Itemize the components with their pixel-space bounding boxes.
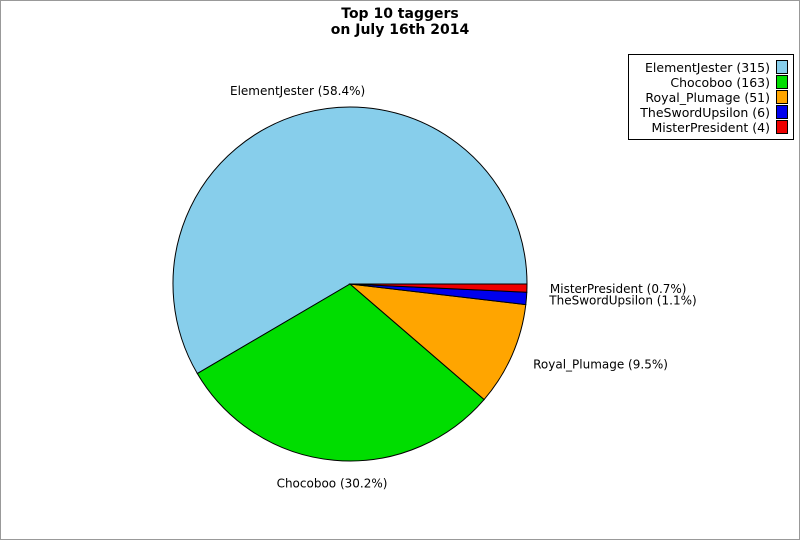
legend-item-label: Royal_Plumage (51) bbox=[645, 89, 770, 105]
pie-slice-Royal_Plumage bbox=[348, 283, 527, 401]
legend-item-label: Chocoboo (163) bbox=[670, 74, 770, 90]
legend-item-MisterPresident: MisterPresident (4) bbox=[634, 120, 788, 135]
legend-item-label: MisterPresident (4) bbox=[651, 119, 771, 135]
pie-slice-Chocoboo bbox=[196, 283, 485, 462]
pie-slice-label-Chocoboo: Chocoboo (30.2%) bbox=[277, 476, 388, 490]
legend-item-TheSwordUpsilon: TheSwordUpsilon (6) bbox=[634, 105, 788, 120]
legend: ElementJester (315) Chocoboo (163) Royal_P… bbox=[628, 54, 794, 140]
legend-item-label: TheSwordUpsilon (6) bbox=[640, 104, 770, 120]
chart-title-line2: on July 16th 2014 bbox=[330, 22, 470, 38]
chart-title-line1: Top 10 taggers bbox=[341, 6, 459, 22]
pie-slice-label-Royal_Plumage: Royal_Plumage (9.5%) bbox=[533, 358, 668, 372]
pie-slice-label-MisterPresident: MisterPresident (0.7%) bbox=[550, 282, 687, 296]
legend-swatch-Royal_Plumage bbox=[776, 90, 788, 104]
legend-swatch-TheSwordUpsilon bbox=[776, 105, 788, 119]
legend-swatch-MisterPresident bbox=[776, 120, 788, 134]
legend-swatch-Chocoboo bbox=[776, 75, 788, 89]
legend-item-label: ElementJester (315) bbox=[645, 59, 770, 75]
pie-slice-MisterPresident bbox=[349, 283, 528, 293]
legend-swatch-ElementJester bbox=[776, 60, 788, 74]
chart-title: Top 10 taggers on July 16th 2014 bbox=[1, 6, 799, 38]
pie-slice-label-TheSwordUpsilon: TheSwordUpsilon (1.1%) bbox=[548, 294, 696, 308]
legend-item-ElementJester: ElementJester (315) bbox=[634, 60, 788, 75]
legend-item-Chocoboo: Chocoboo (163) bbox=[634, 75, 788, 90]
pie-slice-ElementJester bbox=[172, 106, 528, 375]
legend-item-Royal_Plumage: Royal_Plumage (51) bbox=[634, 90, 788, 105]
pie-slice-label-ElementJester: ElementJester (58.4%) bbox=[230, 84, 365, 98]
